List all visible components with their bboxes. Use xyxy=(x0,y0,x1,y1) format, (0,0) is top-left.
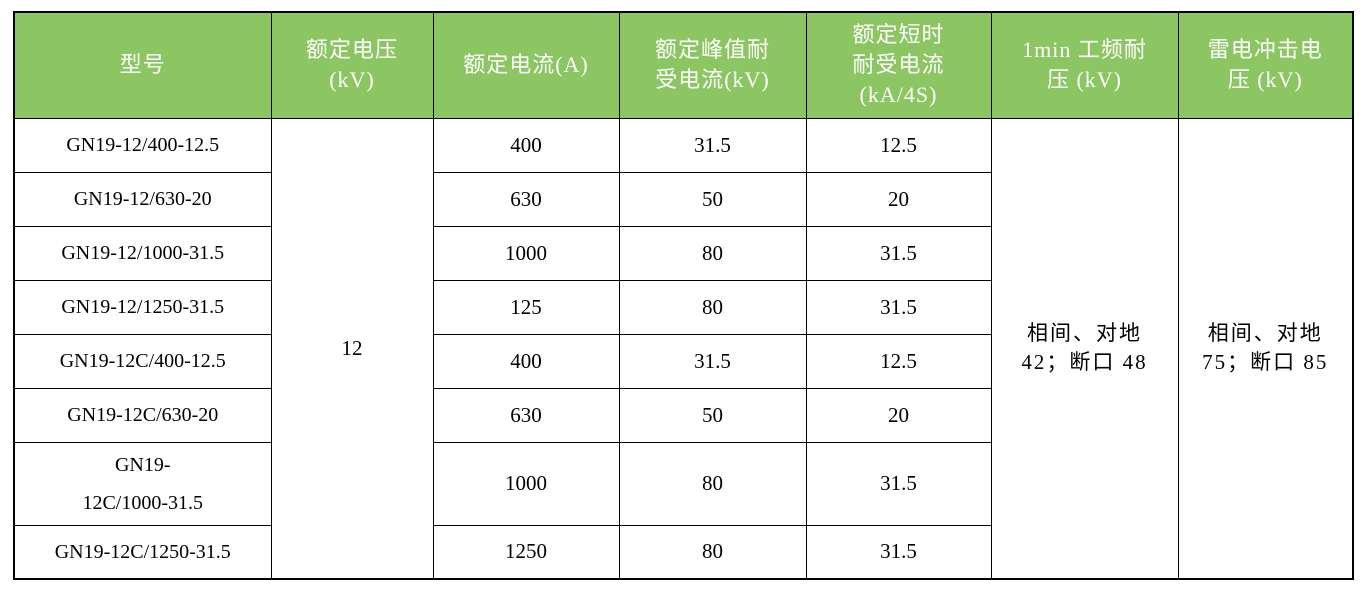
cell-peak-current: 80 xyxy=(618,441,807,526)
cell-rated-current: 400 xyxy=(432,333,620,389)
cell-model: GN19-12/1000-31.5 xyxy=(13,225,272,281)
cell-short-time-current: 12.5 xyxy=(805,333,992,389)
table-row: GN19-12C/630-20 630 50 20 xyxy=(13,387,1353,443)
cell-short-time-current: 31.5 xyxy=(805,225,992,281)
cell-peak-current: 80 xyxy=(618,279,807,335)
spec-table-container: 型号 额定电压 (kV) 额定电流(A) 额定峰值耐 受电流(kV) 额定短时 … xyxy=(13,11,1354,580)
col-header-rated-current: 额定电流(A) xyxy=(432,11,620,119)
cell-short-time-current: 31.5 xyxy=(805,524,992,580)
col-header-short-time-withstand-current: 额定短时 耐受电流 (kA/4S) xyxy=(805,11,992,119)
cell-peak-current: 50 xyxy=(618,387,807,443)
cell-short-time-current: 31.5 xyxy=(805,279,992,335)
cell-short-time-current: 12.5 xyxy=(805,117,992,173)
col-header-peak-withstand-current: 额定峰值耐 受电流(kV) xyxy=(618,11,807,119)
cell-short-time-current: 31.5 xyxy=(805,441,992,526)
col-header-model: 型号 xyxy=(13,11,272,119)
table-row: GN19-12/400-12.5 12 400 31.5 12.5 相间、对地 … xyxy=(13,117,1354,580)
cell-rated-current: 1000 xyxy=(432,441,620,526)
cell-peak-current: 50 xyxy=(618,171,807,227)
cell-model: GN19-12/1250-31.5 xyxy=(13,279,272,335)
cell-model: GN19-12/630-20 xyxy=(13,171,272,227)
table-row: GN19-12/1000-31.5 1000 80 31.5 xyxy=(13,225,1353,281)
table-row: GN19-12C/400-12.5 400 31.5 12.5 xyxy=(13,333,1353,389)
cell-peak-current: 80 xyxy=(618,524,807,580)
cell-model: GN19-12C/400-12.5 xyxy=(13,333,272,389)
col-header-power-freq-withstand-voltage: 1min 工频耐 压 (kV) xyxy=(990,11,1179,119)
cell-rated-current: 1250 xyxy=(432,524,620,580)
cell-power-freq-merged: 相间、对地 42；断口 48 xyxy=(990,117,1179,580)
cell-model: GN19-12/400-12.5 xyxy=(13,117,272,173)
cell-short-time-current: 20 xyxy=(805,387,992,443)
header-row: 型号 额定电压 (kV) 额定电流(A) 额定峰值耐 受电流(kV) 额定短时 … xyxy=(13,11,1354,119)
cell-rated-current: 630 xyxy=(432,171,620,227)
cell-rated-current: 1000 xyxy=(432,225,620,281)
cell-rated-voltage-merged: 12 xyxy=(270,117,434,580)
cell-peak-current: 80 xyxy=(618,225,807,281)
cell-model: GN19- 12C/1000-31.5 xyxy=(13,441,272,526)
cell-short-time-current: 20 xyxy=(805,171,992,227)
table-row: GN19- 12C/1000-31.5 1000 80 31.5 xyxy=(13,441,1353,526)
table-row: GN19-12C/1250-31.5 1250 80 31.5 xyxy=(13,524,1353,580)
cell-rated-current: 125 xyxy=(432,279,620,335)
col-header-rated-voltage: 额定电压 (kV) xyxy=(270,11,434,119)
cell-peak-current: 31.5 xyxy=(618,117,807,173)
table-row: GN19-12/1250-31.5 125 80 31.5 xyxy=(13,279,1353,335)
table-row: GN19-12/630-20 630 50 20 xyxy=(13,171,1353,227)
cell-rated-current: 630 xyxy=(432,387,620,443)
col-header-lightning-impulse-voltage: 雷电冲击电 压 (kV) xyxy=(1177,11,1354,119)
cell-lightning-merged: 相间、对地 75；断口 85 xyxy=(1177,117,1354,580)
cell-model: GN19-12C/1250-31.5 xyxy=(13,524,272,580)
spec-table: 型号 额定电压 (kV) 额定电流(A) 额定峰值耐 受电流(kV) 额定短时 … xyxy=(13,11,1354,580)
cell-model: GN19-12C/630-20 xyxy=(13,387,272,443)
cell-peak-current: 31.5 xyxy=(618,333,807,389)
cell-rated-current: 400 xyxy=(432,117,620,173)
